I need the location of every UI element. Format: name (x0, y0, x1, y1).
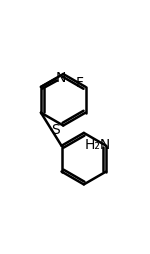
Text: S: S (51, 123, 60, 137)
Text: H₂N: H₂N (85, 138, 111, 152)
Text: F: F (76, 76, 84, 90)
Text: N: N (56, 71, 66, 85)
